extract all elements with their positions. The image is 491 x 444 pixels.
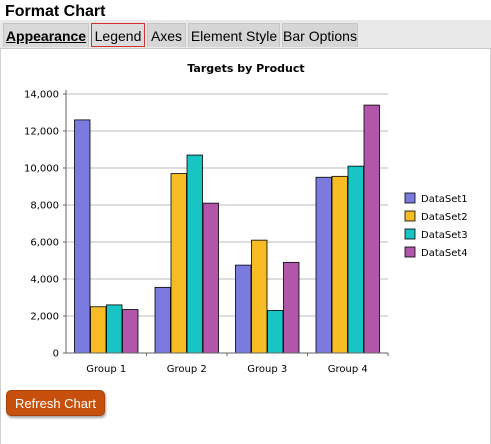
tab-appearance[interactable]: Appearance <box>3 23 89 47</box>
bar-dataset3-group-3 <box>267 310 284 354</box>
refresh-chart-button[interactable]: Refresh Chart <box>6 390 105 416</box>
bar-dataset2-group-4 <box>331 175 348 354</box>
bar-dataset4-group-4 <box>363 104 380 354</box>
bar-dataset1-group-1 <box>74 119 91 354</box>
bar-dataset3-group-4 <box>347 165 364 354</box>
legend-swatch-dataset2 <box>404 210 416 222</box>
y-tick-label: 12,000 <box>24 127 59 138</box>
bar-dataset1-group-2 <box>154 286 171 354</box>
y-tick-label: 6,000 <box>30 238 59 249</box>
y-tick-label: 2,000 <box>30 312 59 323</box>
bar-dataset4-group-3 <box>283 261 300 354</box>
legend-swatch-dataset1 <box>404 192 416 204</box>
y-tick-label: 4,000 <box>30 275 59 286</box>
y-tick-label: 10,000 <box>24 164 59 175</box>
legend-swatch-dataset3 <box>404 228 416 240</box>
tab-legend[interactable]: Legend <box>91 23 145 47</box>
bar-dataset4-group-1 <box>122 309 139 354</box>
tab-bar: Appearance Legend Axes Element Style Bar… <box>0 20 491 49</box>
bar-chart: Targets by Product 0 2,000 4,000 6,000 8,000… <box>24 62 468 375</box>
tab-bar-options[interactable]: Bar Options <box>282 23 358 47</box>
x-tick-label: Group 4 <box>328 364 368 375</box>
legend-label-dataset1: DataSet1 <box>421 194 468 205</box>
legend-swatch-dataset4 <box>404 246 416 258</box>
bar-dataset4-group-2 <box>202 202 219 354</box>
bar-dataset1-group-4 <box>315 176 332 354</box>
chart-title: Targets by Product <box>187 62 304 75</box>
tab-element-style[interactable]: Element Style <box>188 23 280 47</box>
y-tick-label: 0 <box>53 349 59 360</box>
bar-dataset2-group-1 <box>90 306 107 354</box>
y-tick-label: 14,000 <box>24 90 59 101</box>
bar-dataset1-group-3 <box>235 264 252 354</box>
legend-label-dataset4: DataSet4 <box>421 248 468 259</box>
tab-axes[interactable]: Axes <box>147 23 186 47</box>
legend-label-dataset3: DataSet3 <box>421 230 468 241</box>
x-tick-label: Group 1 <box>86 364 126 375</box>
bar-dataset3-group-2 <box>186 154 203 354</box>
bar-dataset3-group-1 <box>106 304 123 354</box>
legend-label-dataset2: DataSet2 <box>421 212 468 223</box>
page-title: Format Chart <box>5 3 106 20</box>
bar-dataset2-group-3 <box>251 239 268 354</box>
bar-dataset2-group-2 <box>170 173 187 354</box>
x-tick-label: Group 2 <box>167 364 207 375</box>
y-tick-label: 8,000 <box>30 201 59 212</box>
x-tick-label: Group 3 <box>247 364 287 375</box>
